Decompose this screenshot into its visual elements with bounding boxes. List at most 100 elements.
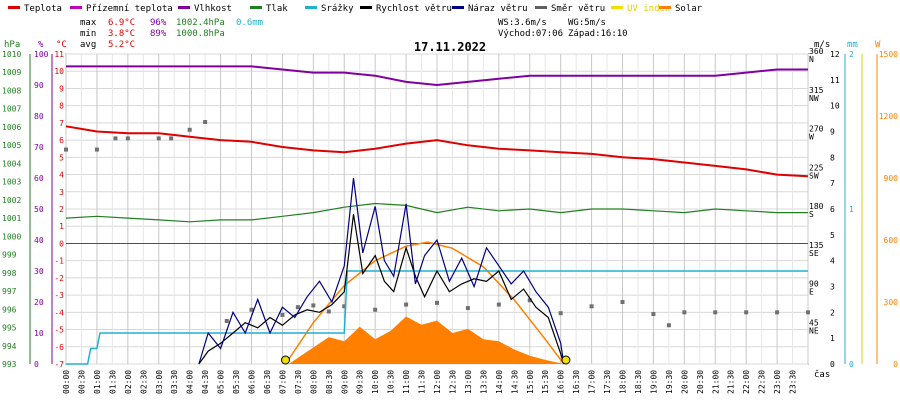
wind-direction-point	[249, 307, 254, 312]
mm-tick-label: 0	[849, 360, 854, 369]
ms-tick-label: 7	[830, 179, 835, 188]
ms-tick-label: 4	[830, 257, 835, 266]
legend-swatch	[305, 6, 317, 9]
stats-min-press: 1000.8hPa	[176, 29, 225, 39]
wind-direction-point	[156, 136, 161, 141]
time-tick-label: 09:00	[340, 370, 349, 394]
time-tick-label: 19:00	[649, 370, 658, 394]
hpa-tick-label: 1007	[2, 105, 21, 114]
pct-tick-label: 10	[34, 329, 44, 338]
dir-tick-compass: NW	[809, 94, 819, 103]
time-tick-label: 12:00	[433, 370, 442, 394]
temp-tick-label: 7	[59, 119, 64, 128]
series-line-rychlost-v-tru	[198, 214, 565, 365]
legend-label-3: Tlak	[266, 4, 288, 14]
dir-tick-compass: E	[809, 288, 814, 297]
temp-tick-label: 1	[59, 222, 64, 231]
temp-tick-label: -4	[54, 308, 64, 317]
wind-direction-point	[125, 136, 130, 141]
time-tick-label: 17:30	[603, 370, 612, 394]
wind-direction-point	[94, 147, 99, 152]
wind-direction-point	[326, 309, 331, 314]
series-line-teplota	[65, 125, 809, 178]
time-tick-label: 01:30	[108, 370, 117, 394]
wind-gust-info: WG:5m/s	[568, 18, 606, 28]
pct-unit: %	[38, 40, 44, 50]
time-tick-label: 11:00	[402, 370, 411, 394]
legend-swatch	[250, 6, 262, 9]
time-tick-label: 09:30	[356, 370, 365, 394]
dir-tick-compass: SE	[809, 249, 819, 258]
temp-tick-label: -3	[54, 291, 64, 300]
wind-direction-point	[589, 304, 594, 309]
hpa-tick-label: 1001	[2, 214, 21, 223]
wind-direction-point	[404, 302, 409, 307]
wind-direction-point	[64, 147, 68, 152]
pct-tick-label: 60	[34, 174, 44, 183]
legend-label-2: Vlhkost	[194, 4, 232, 14]
ms-tick-label: 10	[830, 102, 840, 111]
wind-direction-point	[311, 303, 316, 308]
time-tick-label: 16:30	[572, 370, 581, 394]
wind-direction-point	[113, 136, 118, 141]
wind-direction-point	[435, 300, 439, 305]
legend-swatch	[360, 6, 372, 9]
wind-direction-point	[465, 306, 470, 311]
temp-tick-label: 3	[59, 188, 64, 197]
hpa-tick-label: 1008	[2, 86, 21, 95]
temp-tick-label: 8	[59, 102, 64, 111]
w-unit: W	[875, 40, 881, 50]
w-tick-label: 900	[884, 174, 899, 183]
pct-tick-label: 20	[34, 298, 44, 307]
wind-direction-point	[558, 311, 563, 316]
wind-direction-point	[342, 304, 347, 309]
hpa-tick-label: 1000	[2, 232, 21, 241]
c-unit: °C	[56, 40, 67, 50]
hpa-tick-label: 1010	[2, 50, 21, 59]
wind-direction-point	[295, 305, 300, 310]
temp-tick-label: 4	[59, 171, 64, 180]
hpa-tick-label: 1006	[2, 123, 21, 132]
wind-direction-point	[666, 323, 671, 328]
series-line-sr-ky	[66, 270, 808, 365]
time-tick-label: 14:00	[495, 370, 504, 394]
time-tick-label: 17:00	[588, 370, 597, 394]
legend-swatch	[178, 6, 190, 9]
temp-tick-label: 10	[54, 67, 64, 76]
time-tick-label: 10:30	[387, 370, 396, 394]
time-tick-label: 04:30	[201, 370, 210, 394]
sunset-info: Západ:16:10	[568, 29, 628, 39]
hpa-tick-label: 996	[2, 305, 17, 314]
series-line-tlak	[65, 202, 808, 223]
temp-tick-label: -2	[54, 274, 64, 283]
temp-tick-label: 11	[54, 50, 64, 59]
series-layer	[64, 65, 810, 365]
time-tick-label: 10:00	[371, 370, 380, 394]
wind-direction-point	[187, 127, 192, 132]
time-tick-label: 20:30	[696, 370, 705, 394]
stats-min-hum: 89%	[150, 29, 167, 39]
time-tick-label: 20:00	[680, 370, 689, 394]
time-tick-label: 01:00	[93, 370, 102, 394]
hpa-tick-label: 997	[2, 287, 17, 296]
stats-avg-label: avg	[80, 40, 96, 50]
pct-tick-label: 70	[34, 143, 44, 152]
stats-max-press: 1002.4hPa	[176, 18, 225, 28]
legend-label-9: Solar	[675, 4, 703, 14]
temp-tick-label: -6	[54, 343, 64, 352]
time-tick-label: 13:00	[464, 370, 473, 394]
dir-tick-compass: N	[809, 55, 814, 64]
hpa-tick-label: 995	[2, 324, 17, 333]
wind-direction-point	[620, 300, 625, 304]
mm-tick-label: 1	[849, 205, 854, 214]
legend-swatch	[535, 6, 547, 9]
ms-unit: m/s	[814, 40, 830, 50]
pct-tick-label: 100	[34, 50, 49, 59]
wind-info: WS:3.6m/s WG:5m/s Východ:07:06 Západ:16:…	[498, 18, 628, 39]
w-tick-label: 1200	[879, 112, 898, 121]
temp-tick-label: -5	[54, 326, 64, 335]
time-tick-label: 05:30	[232, 370, 241, 394]
dir-tick-compass: S	[809, 210, 814, 219]
legend-label-5: Rychlost větru	[376, 4, 452, 14]
w-tick-label: 0	[893, 360, 898, 369]
